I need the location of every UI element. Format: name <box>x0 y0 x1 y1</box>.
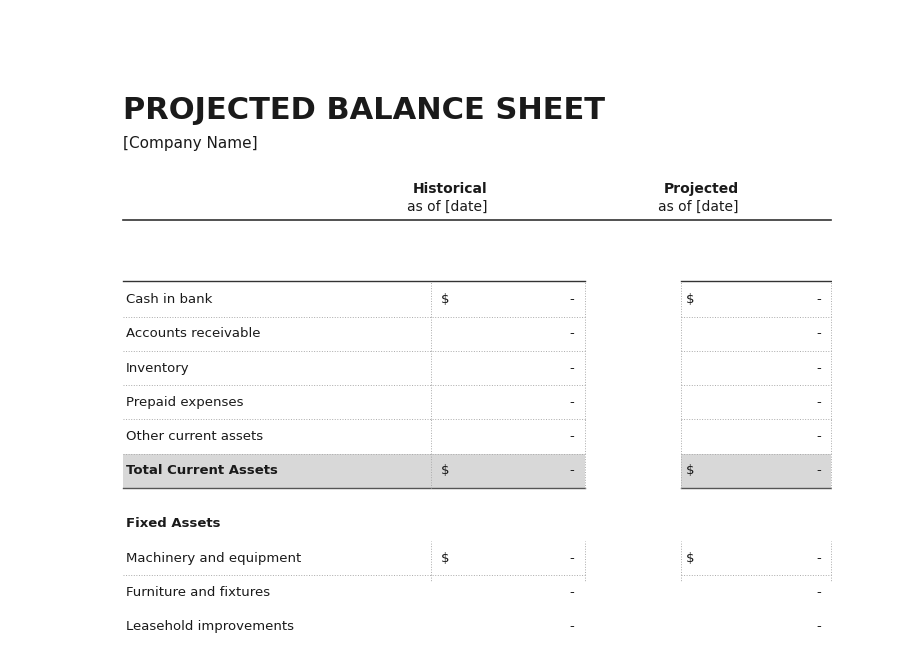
Bar <box>681 454 831 488</box>
Text: -: - <box>816 396 821 409</box>
Text: -: - <box>816 362 821 375</box>
Text: $: $ <box>442 464 450 477</box>
Text: Cash in bank: Cash in bank <box>127 293 213 306</box>
Text: Leasehold improvements: Leasehold improvements <box>127 620 294 633</box>
Text: $: $ <box>442 551 450 564</box>
Text: -: - <box>816 464 821 477</box>
Text: as of [date]: as of [date] <box>658 200 738 215</box>
Bar <box>123 454 585 488</box>
Text: -: - <box>816 430 821 443</box>
Text: Other current assets: Other current assets <box>127 430 263 443</box>
Text: -: - <box>816 551 821 564</box>
Text: as of [date]: as of [date] <box>407 200 488 215</box>
Text: -: - <box>816 586 821 599</box>
Text: [Company Name]: [Company Name] <box>123 137 257 151</box>
Text: -: - <box>816 327 821 340</box>
Text: -: - <box>569 464 574 477</box>
Text: -: - <box>816 620 821 633</box>
Text: $: $ <box>687 551 695 564</box>
Text: -: - <box>569 430 574 443</box>
Text: Machinery and equipment: Machinery and equipment <box>127 551 301 564</box>
Text: -: - <box>569 620 574 633</box>
Text: -: - <box>569 327 574 340</box>
Text: Historical: Historical <box>413 182 488 196</box>
Text: Projected: Projected <box>663 182 738 196</box>
Text: $: $ <box>687 293 695 306</box>
Text: -: - <box>569 293 574 306</box>
Text: Total Current Assets: Total Current Assets <box>127 464 278 477</box>
Text: Prepaid expenses: Prepaid expenses <box>127 396 244 409</box>
Text: Fixed Assets: Fixed Assets <box>127 517 221 530</box>
Text: Accounts receivable: Accounts receivable <box>127 327 261 340</box>
Text: -: - <box>816 293 821 306</box>
Text: PROJECTED BALANCE SHEET: PROJECTED BALANCE SHEET <box>123 96 604 125</box>
Text: -: - <box>569 396 574 409</box>
Text: -: - <box>569 586 574 599</box>
Text: $: $ <box>442 293 450 306</box>
Text: -: - <box>569 551 574 564</box>
Text: $: $ <box>687 464 695 477</box>
Text: Furniture and fixtures: Furniture and fixtures <box>127 586 271 599</box>
Text: -: - <box>569 362 574 375</box>
Text: Inventory: Inventory <box>127 362 189 375</box>
